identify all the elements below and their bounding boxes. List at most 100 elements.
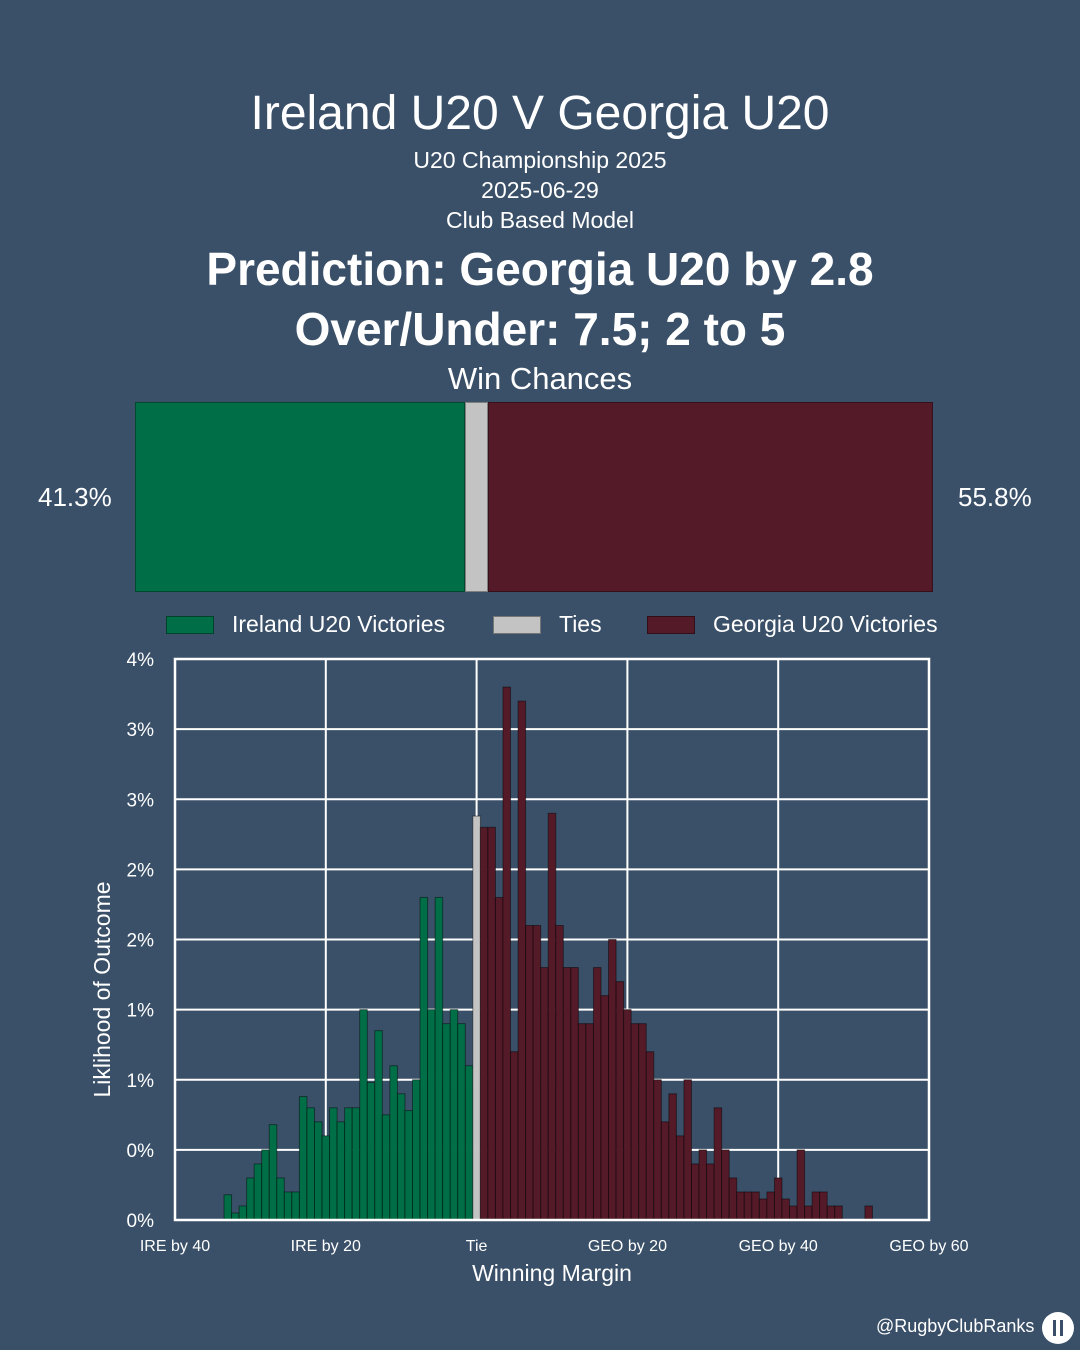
georgia-bar: [683, 1079, 692, 1221]
over-under-headline: Over/Under: 7.5; 2 to 5: [294, 303, 786, 355]
georgia-bar: [766, 1191, 775, 1221]
georgia-bar: [562, 967, 572, 1221]
ireland-bar: [223, 1194, 233, 1221]
ireland-bar: [329, 1107, 338, 1221]
georgia-bar: [653, 1079, 662, 1221]
georgia-bar: [675, 1135, 685, 1221]
y-tick-label: 3%: [127, 720, 155, 741]
margin-histogram: IRE by 40 IRE by 20 Tie GEO by 20 GEO by 40 G…: [89, 650, 969, 1286]
georgia-bar: [585, 1023, 594, 1221]
georgia-bar: [804, 1205, 813, 1221]
ireland-bar: [321, 1135, 331, 1221]
ireland-bar: [419, 896, 429, 1221]
georgia-bar: [743, 1191, 753, 1221]
ireland-bar: [464, 1065, 474, 1221]
ireland-bar: [261, 1149, 270, 1221]
twitter-handle: @RugbyClubRanks: [876, 1316, 1035, 1336]
goalposts-logo-icon: [1042, 1312, 1074, 1344]
match-date: 2025-06-29: [481, 177, 599, 203]
georgia-bar: [690, 1163, 700, 1221]
georgia-bar: [773, 1177, 783, 1221]
legend-swatch-ireland: [166, 615, 214, 634]
ireland-bar: [442, 1023, 451, 1221]
georgia-bar: [630, 1023, 640, 1221]
ireland-bar: [238, 1205, 248, 1221]
georgia-win-segment: [487, 402, 933, 592]
legend-swatch-georgia: [647, 615, 695, 634]
ireland-bar: [404, 1110, 414, 1221]
ireland-bar: [457, 1023, 466, 1221]
georgia-bar: [758, 1198, 768, 1221]
georgia-bar: [638, 1023, 647, 1221]
ireland-bar: [283, 1191, 293, 1221]
georgia-bar: [517, 700, 527, 1221]
georgia-bar: [728, 1177, 738, 1221]
y-tick-label: 2%: [127, 931, 155, 952]
ireland-bar: [412, 1079, 421, 1221]
y-tick-label: 3%: [127, 790, 155, 811]
georgia-bar: [660, 1121, 670, 1221]
georgia-bar: [600, 995, 610, 1221]
plot-frame: [173, 657, 931, 1222]
georgia-bar: [736, 1191, 745, 1221]
georgia-bar: [645, 1051, 655, 1221]
georgia-bar: [826, 1205, 836, 1221]
win-chances-title: Win Chances: [447, 361, 633, 396]
georgia-bar: [510, 1051, 519, 1221]
ireland-bar: [449, 1009, 459, 1221]
georgia-bar: [615, 981, 625, 1221]
ireland-bar: [351, 1107, 361, 1221]
model-label: Club Based Model: [446, 207, 634, 233]
georgia-bar: [796, 1149, 806, 1221]
georgia-bar: [502, 686, 512, 1221]
georgia-bar: [540, 967, 549, 1221]
georgia-bar: [479, 826, 489, 1221]
georgia-bar: [721, 1149, 730, 1221]
tie-segment: [464, 402, 488, 592]
y-tick-label: 4%: [127, 650, 155, 671]
georgia-bar: [789, 1205, 798, 1221]
georgia-bar: [698, 1149, 708, 1221]
georgia-win-percent: 55.8%: [958, 482, 1032, 512]
x-tick-label: GEO by 40: [739, 1238, 818, 1255]
x-axis-label: Winning Margin: [472, 1260, 632, 1286]
ireland-win-percent: 41.3%: [38, 482, 112, 512]
ireland-bar: [366, 1082, 376, 1221]
georgia-bar: [811, 1191, 821, 1221]
x-tick-label: IRE by 20: [291, 1238, 361, 1255]
ireland-bar: [306, 1107, 315, 1221]
legend-label-ireland: Ireland U20 Victories: [232, 611, 446, 637]
legend-label-ties: Ties: [559, 611, 602, 637]
chart-legend: Ireland U20 Victories Ties Georgia U20 V…: [0, 611, 1080, 641]
georgia-bar: [525, 924, 534, 1221]
legend-item-ties: Ties: [493, 611, 602, 638]
ireland-bar: [291, 1191, 300, 1221]
y-tick-label: 0%: [127, 1141, 155, 1162]
georgia-bar: [532, 924, 542, 1221]
georgia-bar: [713, 1107, 723, 1221]
ireland-bar: [246, 1177, 255, 1221]
georgia-bar: [592, 967, 602, 1221]
prediction-headline: Prediction: Georgia U20 by 2.8: [206, 243, 874, 295]
tie-bar: [472, 815, 481, 1221]
georgia-bar: [555, 924, 564, 1221]
win-chances-bar: [135, 402, 933, 592]
ireland-bar: [268, 1124, 278, 1221]
ireland-bar: [434, 896, 444, 1221]
y-tick-label: 2%: [127, 860, 155, 881]
x-tick-label: GEO by 60: [889, 1238, 968, 1255]
y-axis-label: Liklihood of Outcome: [89, 881, 115, 1097]
competition-label: U20 Championship 2025: [413, 147, 667, 173]
ireland-bar: [336, 1121, 346, 1221]
georgia-bar: [668, 1093, 677, 1221]
georgia-bar: [577, 1023, 587, 1221]
georgia-bar: [570, 967, 579, 1221]
georgia-bar: [487, 826, 496, 1221]
georgia-bar: [706, 1163, 715, 1221]
georgia-bar: [751, 1191, 760, 1221]
georgia-bar: [819, 1191, 828, 1221]
legend-item-georgia: Georgia U20 Victories: [647, 611, 938, 638]
georgia-bar: [608, 939, 617, 1221]
georgia-bar: [781, 1198, 791, 1221]
ireland-bar: [298, 1096, 308, 1221]
